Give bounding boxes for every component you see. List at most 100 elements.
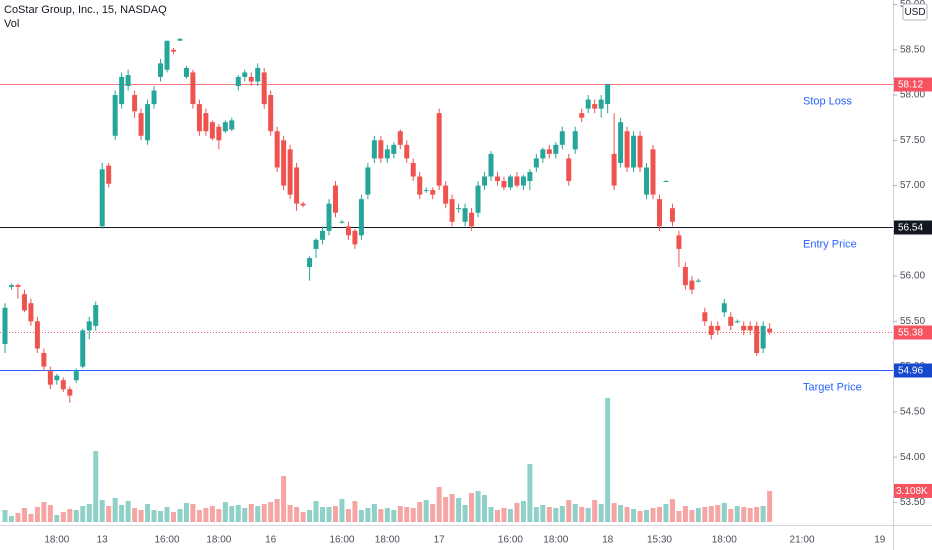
- candle-body: [417, 176, 423, 195]
- candle-body: [34, 321, 40, 349]
- x-tick-label: 18:00: [206, 535, 231, 546]
- volume-bar: [644, 510, 650, 522]
- candle-body: [216, 126, 222, 141]
- volume-bar: [520, 501, 526, 522]
- last-price-box: [894, 325, 932, 340]
- volume-bar: [371, 504, 377, 522]
- candle-body: [747, 325, 753, 331]
- x-tick-label: 18:00: [543, 535, 568, 546]
- y-tick-label: 58.00: [900, 90, 925, 101]
- candle-body: [456, 208, 462, 210]
- volume-bar: [462, 505, 468, 522]
- volume-bar: [229, 506, 235, 522]
- candle-body: [261, 72, 267, 105]
- x-tick-label: 13: [97, 535, 109, 546]
- volume-bar: [158, 511, 164, 522]
- candle-body: [15, 285, 21, 287]
- volume-bar: [728, 509, 734, 522]
- volume-bar: [456, 498, 462, 522]
- volume-bar: [190, 504, 196, 522]
- volume-bar: [566, 500, 572, 522]
- candle-body: [663, 181, 669, 183]
- candle-body: [158, 63, 164, 77]
- price-line-label: 56.54: [898, 223, 923, 234]
- price-line-name: Stop Loss: [803, 95, 852, 107]
- candle-body: [183, 67, 189, 77]
- volume-bar: [255, 506, 261, 522]
- candle-body: [378, 140, 384, 159]
- volume-bar: [514, 503, 520, 522]
- volume-bar: [734, 506, 740, 522]
- candle-body: [2, 307, 8, 344]
- candle-body: [248, 76, 254, 82]
- volume-bar: [475, 491, 481, 522]
- volume-bar: [93, 451, 99, 522]
- candle-body: [145, 104, 151, 141]
- candle-body: [469, 212, 475, 227]
- currency: USD: [904, 7, 925, 18]
- x-tick-label: 19: [874, 535, 886, 546]
- volume-bar: [320, 507, 326, 522]
- volume-bar: [261, 504, 267, 522]
- volume-bar: [112, 498, 118, 522]
- volume-bar: [183, 503, 189, 522]
- volume-bar: [8, 516, 14, 522]
- candle-body: [559, 131, 565, 145]
- candle-body: [443, 185, 449, 204]
- candle-body: [332, 185, 338, 213]
- x-tick-label: 18: [602, 535, 614, 546]
- volume-bar: [60, 512, 66, 522]
- volume-bar: [196, 510, 202, 522]
- candle-body: [99, 169, 105, 227]
- candle-body: [533, 158, 539, 168]
- volume-bar: [242, 508, 248, 522]
- volume-bar: [598, 504, 604, 522]
- volume-bar: [203, 508, 209, 522]
- volume-bar: [125, 501, 131, 522]
- volume-bar: [702, 507, 708, 522]
- volume-bar: [631, 509, 637, 522]
- candle-body: [209, 122, 215, 139]
- candle-body: [514, 176, 520, 186]
- volume-bar: [754, 507, 760, 522]
- candle-body: [196, 104, 202, 132]
- candle-body: [449, 199, 455, 222]
- candle-body: [546, 149, 552, 154]
- candle-body: [384, 149, 390, 159]
- volume-bar: [585, 508, 591, 522]
- last-price-label: 55.38: [898, 328, 923, 339]
- candle-body: [507, 176, 513, 188]
- volume-bar: [741, 507, 747, 522]
- volume-bar: [352, 501, 358, 522]
- volume-bar: [430, 504, 436, 522]
- price-line-label: 58.12: [898, 80, 923, 91]
- volume-bar: [689, 510, 695, 522]
- volume-bar: [99, 500, 105, 522]
- candles-layer: [2, 38, 773, 403]
- candle-body: [281, 140, 287, 186]
- candle-body: [67, 389, 73, 396]
- y-tick-label: 54.00: [900, 452, 925, 463]
- candle-body: [73, 371, 79, 381]
- candle-body: [60, 380, 66, 390]
- candle-body: [106, 165, 112, 184]
- candle-body: [572, 131, 578, 150]
- candle-body: [28, 303, 34, 322]
- volume-bar: [274, 499, 280, 522]
- candle-body: [637, 135, 643, 168]
- volume-bar: [164, 507, 170, 522]
- candle-body: [80, 330, 86, 367]
- chart-title: CoStar Group, Inc., 15, NASDAQ: [4, 4, 167, 16]
- volume-bar: [313, 501, 319, 522]
- candle-body: [566, 158, 572, 182]
- candle-body: [371, 140, 377, 159]
- candle-body: [689, 280, 695, 290]
- candle-body: [708, 325, 714, 335]
- volume-bar: [2, 510, 8, 522]
- candle-body: [54, 375, 60, 381]
- volume-bar: [469, 493, 475, 522]
- volume-bar: [138, 510, 144, 522]
- candle-body: [300, 203, 306, 206]
- candle-body: [287, 149, 293, 195]
